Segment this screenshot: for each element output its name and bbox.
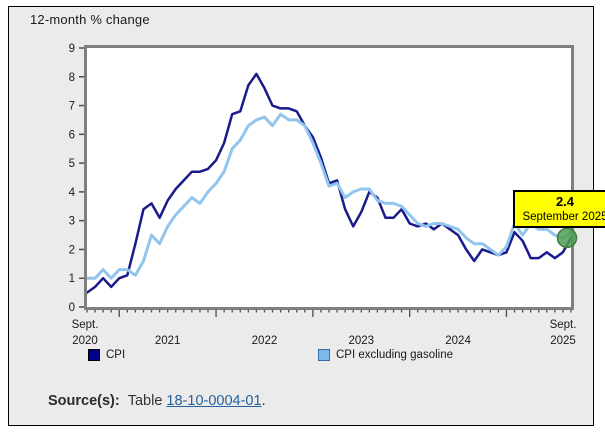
y-axis-label: 1: [69, 273, 75, 285]
plot-area: [85, 46, 573, 309]
y-axis-label: 2: [69, 244, 75, 256]
plot-border: [84, 45, 574, 310]
y-axis-label: 5: [69, 158, 75, 170]
y-axis-label: 6: [69, 129, 75, 141]
data-tooltip: 2.4 September 2025: [513, 190, 605, 228]
cpi-excluding-gasoline-line[interactable]: [85, 112, 573, 280]
legend-item-cpi[interactable]: CPI: [88, 349, 125, 361]
latest-point-marker[interactable]: [556, 227, 578, 249]
source-suffix: .: [261, 393, 266, 409]
cpi-excluding-gasoline-swatch-icon: [318, 349, 330, 361]
tooltip-value: 2.4: [555, 194, 575, 209]
x-axis-end-label: Sept.: [550, 319, 577, 331]
x-axis-year-label: 2022: [252, 335, 278, 347]
x-axis-start-label: 2020: [72, 335, 98, 347]
source-table-text: Table: [127, 393, 163, 409]
legend-label-cpi: CPI: [106, 349, 126, 361]
y-axis-label: 3: [69, 216, 75, 228]
y-axis-label: 7: [69, 101, 75, 113]
y-axis-label: 0: [69, 302, 75, 314]
source-table-link[interactable]: 18-10-0004-01: [166, 393, 262, 409]
y-axis-label: 8: [69, 72, 75, 84]
x-axis-year-label: 2023: [348, 335, 374, 347]
tooltip-date-label: September 2025: [522, 211, 605, 223]
y-axis-label: 9: [69, 43, 75, 55]
source-prefix: Source(s):: [48, 393, 120, 409]
legend-label-cpi-excluding-gasoline: CPI excluding gasoline: [336, 349, 453, 361]
y-axis-label: 4: [69, 187, 76, 199]
x-axis-end-label: 2025: [550, 335, 576, 347]
x-axis-year-label: 2024: [445, 335, 471, 347]
chart-title: 12-month % change: [30, 12, 150, 27]
x-axis-year-label: 2021: [155, 335, 181, 347]
cpi-swatch-icon: [88, 349, 100, 361]
x-axis-start-label: Sept.: [72, 319, 99, 331]
source-row: Source(s): Table 18-10-0004-01.: [48, 393, 266, 409]
chart-legend: CPI CPI excluding gasoline: [0, 349, 605, 367]
legend-item-cpi-excluding-gasoline[interactable]: CPI excluding gasoline: [318, 349, 453, 361]
